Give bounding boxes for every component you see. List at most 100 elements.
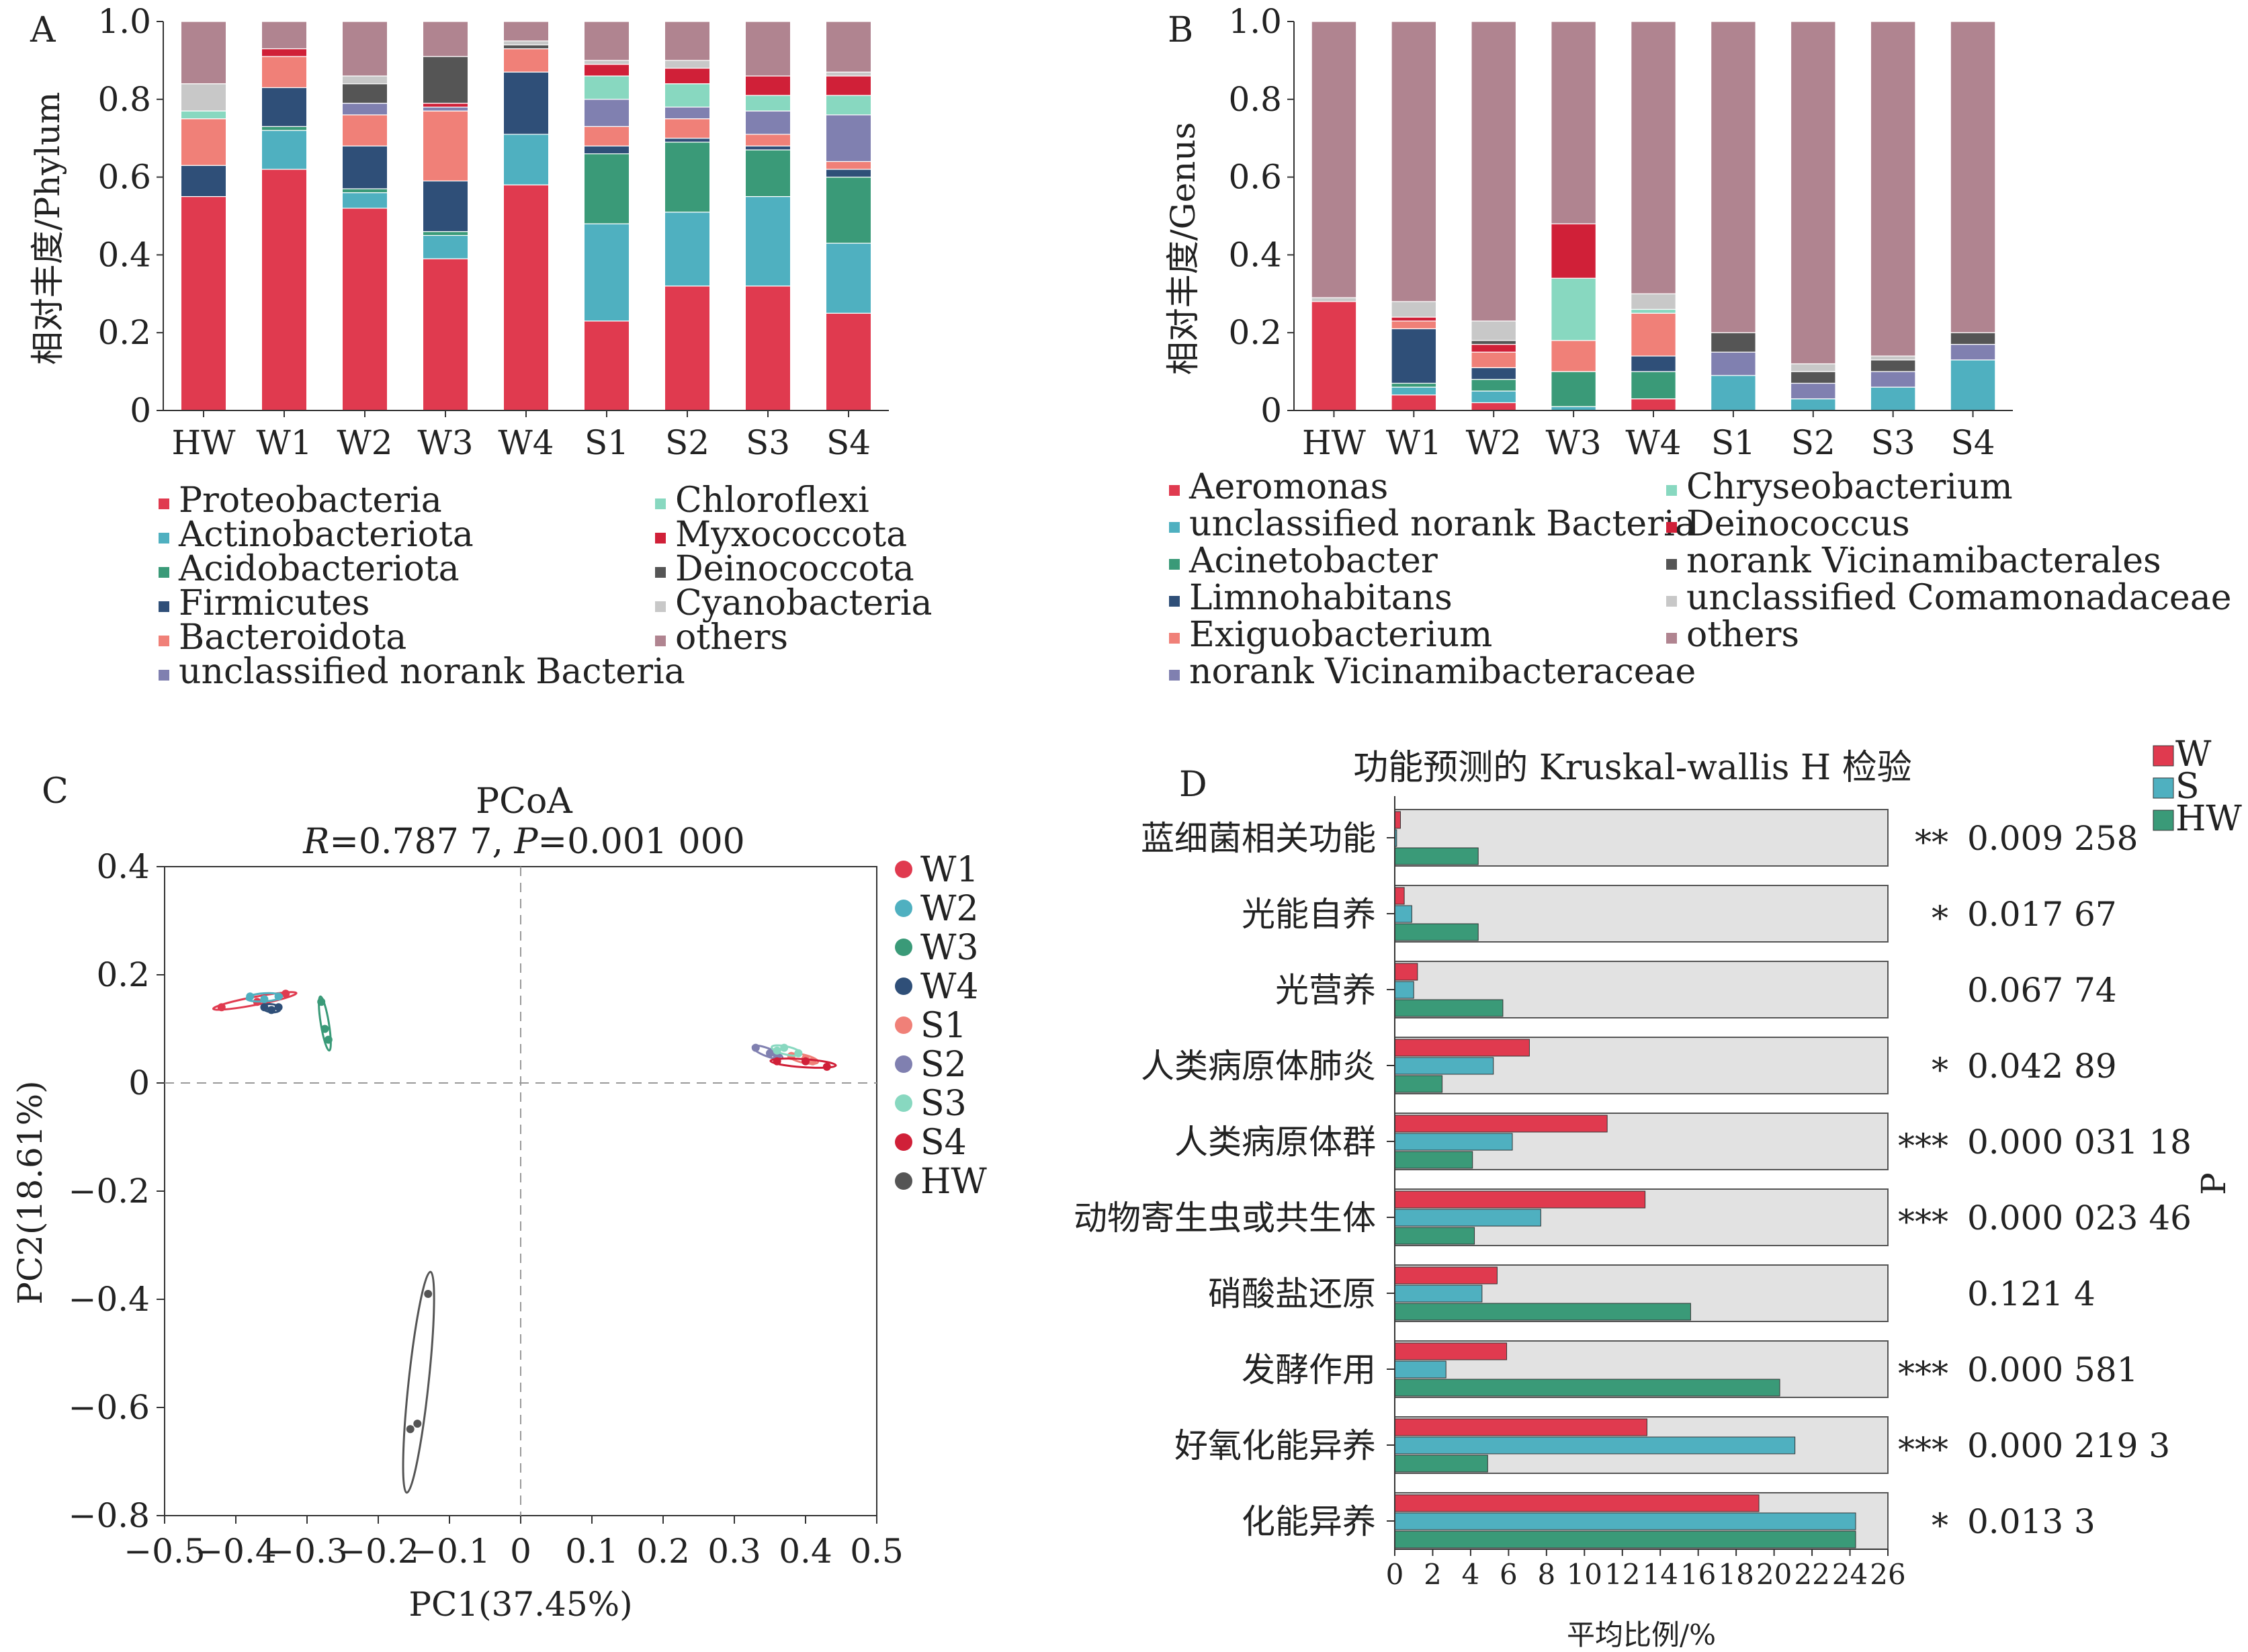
bar-segment-s2-norank-vicinamibacterales xyxy=(1790,371,1836,384)
bar-segment-s1-proteobacteria xyxy=(583,320,630,411)
legend-label-aeromonas: Aeromonas xyxy=(1188,467,1388,507)
legend-label-firmicutes: Firmicutes xyxy=(179,583,370,623)
bar-s-row-7 xyxy=(1394,1360,1446,1379)
x-tick-label-w1: W1 xyxy=(256,423,312,462)
bar-segment-w2-others xyxy=(341,21,388,77)
point-w3 xyxy=(317,998,326,1006)
bar-segment-w4-firmicutes xyxy=(503,71,550,135)
legend-swatch-w xyxy=(2153,745,2174,767)
legend-label-bacteroidota: Bacteroidota xyxy=(179,617,406,658)
kw-xticks: 0 2 4 6 8 10 12 14 16 18 20 22 24 26 xyxy=(1386,796,1906,1591)
point-s4 xyxy=(822,1062,831,1071)
bar-segment-w4-deinococcota xyxy=(503,44,550,50)
legend-swatch-deinococcus xyxy=(1666,522,1677,533)
category-label-0: 蓝细菌相关功能 xyxy=(1141,819,1376,858)
bar-segment-w2-actinobacteriota xyxy=(341,192,388,209)
bar-segment-s4-proteobacteria xyxy=(825,312,872,411)
legend-swatch-s xyxy=(2153,777,2174,799)
legend-label-limnohabitans: Limnohabitans xyxy=(1189,578,1453,618)
category-label-2: 光营养 xyxy=(1275,971,1376,1010)
point-w2 xyxy=(274,992,283,1001)
bar-segment-s1-others xyxy=(583,21,630,61)
legend-swatch-others xyxy=(655,636,666,646)
significance-mark-7: *** xyxy=(1898,1354,1948,1393)
point-w4 xyxy=(260,1003,269,1012)
legend-label-proteobacteria: Proteobacteria xyxy=(179,480,442,521)
bar-segment-w2-norank-vicinamibacterales xyxy=(1471,340,1517,345)
bar-s-row-5 xyxy=(1394,1209,1541,1227)
p-value-3: 0.042 89 xyxy=(1967,1047,2117,1086)
legend-swatch-acinetobacter xyxy=(1169,559,1180,570)
bar-w-row-6 xyxy=(1394,1266,1498,1285)
point-hw xyxy=(406,1425,415,1434)
bar-segment-hw-cyanobacteria xyxy=(180,83,227,112)
significance-mark-9: * xyxy=(1932,1506,1948,1545)
x-tick-label: 20 xyxy=(1756,1558,1792,1591)
bar-segment-w2-bacteroidota xyxy=(341,114,388,146)
legend-marker-s2 xyxy=(895,1055,912,1073)
bar-w-row-1 xyxy=(1394,887,1405,905)
panel-b-label: B xyxy=(1168,10,1193,50)
pcoa-xlabel: PC1(37.45%) xyxy=(408,1585,632,1624)
bar-hw-row-1 xyxy=(1394,923,1479,941)
bar-segment-s2-unclassified-comamonadaceae xyxy=(1790,363,1836,372)
bar-segment-s2-chloroflexi xyxy=(664,83,711,107)
bar-segment-s3-unclassified-norank-bacteria xyxy=(1870,386,1916,411)
bar-segment-w1-deinococcus xyxy=(1391,316,1437,322)
legend-swatch-unclassified-norank-bacteria xyxy=(159,670,169,681)
bar-segment-s1-acidobacteriota xyxy=(583,153,630,224)
x-tick-label: −0.3 xyxy=(266,1532,347,1571)
bar-segment-w1-firmicutes xyxy=(261,87,308,127)
p-value-6: 0.121 4 xyxy=(1967,1274,2095,1313)
bar-segment-s4-norank-vicinamibacterales xyxy=(1950,332,1996,345)
bar-segment-w1-acidobacteriota xyxy=(261,126,308,131)
y-tick-label: −0.6 xyxy=(69,1388,150,1427)
x-tick-label-hw: HW xyxy=(172,423,236,462)
point-w3 xyxy=(320,1025,329,1033)
bar-segment-s4-norank-vicinamibacteraceae xyxy=(1950,343,1996,361)
bar-segment-w3-deinococcus xyxy=(1551,223,1597,279)
x-tick-label: 0.4 xyxy=(779,1532,832,1571)
bar-segment-s1-myxococcota xyxy=(583,64,630,77)
pcoa-ylabel: PC2(18.61%) xyxy=(11,1080,50,1304)
kw-xlabel: 平均比例/% xyxy=(1567,1618,1716,1651)
y-tick-label: 0.8 xyxy=(1228,80,1282,119)
bar-segment-w1-aeromonas xyxy=(1391,394,1437,411)
bar-segment-w4-others xyxy=(1631,21,1676,294)
bar-segment-s3-firmicutes xyxy=(744,145,791,150)
significance-mark-4: *** xyxy=(1898,1127,1948,1166)
category-label-3: 人类病原体肺炎 xyxy=(1141,1047,1376,1086)
p-value-8: 0.000 219 3 xyxy=(1967,1426,2170,1465)
bar-segment-s4-others xyxy=(825,21,872,73)
bar-w-row-2 xyxy=(1394,963,1418,981)
bar-w-row-0 xyxy=(1394,811,1401,829)
bar-segment-w1-acinetobacter xyxy=(1391,382,1437,388)
y-tick-label: 0.6 xyxy=(1228,158,1282,197)
bar-segment-s1-others xyxy=(1711,21,1756,333)
pcoa-r-label: R xyxy=(302,822,329,862)
bar-segment-s3-norank-vicinamibacteraceae xyxy=(1870,371,1916,388)
bar-segment-w1-proteobacteria xyxy=(261,169,308,411)
bar-segment-s4-unclassified-norank-bacteria xyxy=(825,114,872,163)
bar-hw-row-0 xyxy=(1394,847,1479,865)
legend-swatch-bacteroidota xyxy=(159,636,169,646)
pcoa-p-label: P xyxy=(514,822,539,862)
bar-segment-w3-proteobacteria xyxy=(422,258,469,411)
bar-segment-s1-chloroflexi xyxy=(583,75,630,100)
bar-segment-w3-exiguobacterium xyxy=(1551,340,1597,372)
bar-segment-w1-bacteroidota xyxy=(261,56,308,89)
legend-swatch-actinobacteriota xyxy=(159,533,169,544)
significance-mark-1: * xyxy=(1932,899,1948,938)
x-tick-label-w3: W3 xyxy=(1546,423,1602,462)
legend-swatch-limnohabitans xyxy=(1169,596,1180,607)
legend-swatch-proteobacteria xyxy=(159,498,169,509)
x-tick-label: 0.2 xyxy=(636,1532,690,1571)
bar-segment-s2-bacteroidota xyxy=(664,118,711,139)
legend-swatch-chloroflexi xyxy=(655,498,666,509)
bar-segment-s2-norank-vicinamibacteraceae xyxy=(1790,382,1836,400)
legend-label-acinetobacter: Acinetobacter xyxy=(1188,541,1438,581)
point-hw xyxy=(424,1289,433,1298)
